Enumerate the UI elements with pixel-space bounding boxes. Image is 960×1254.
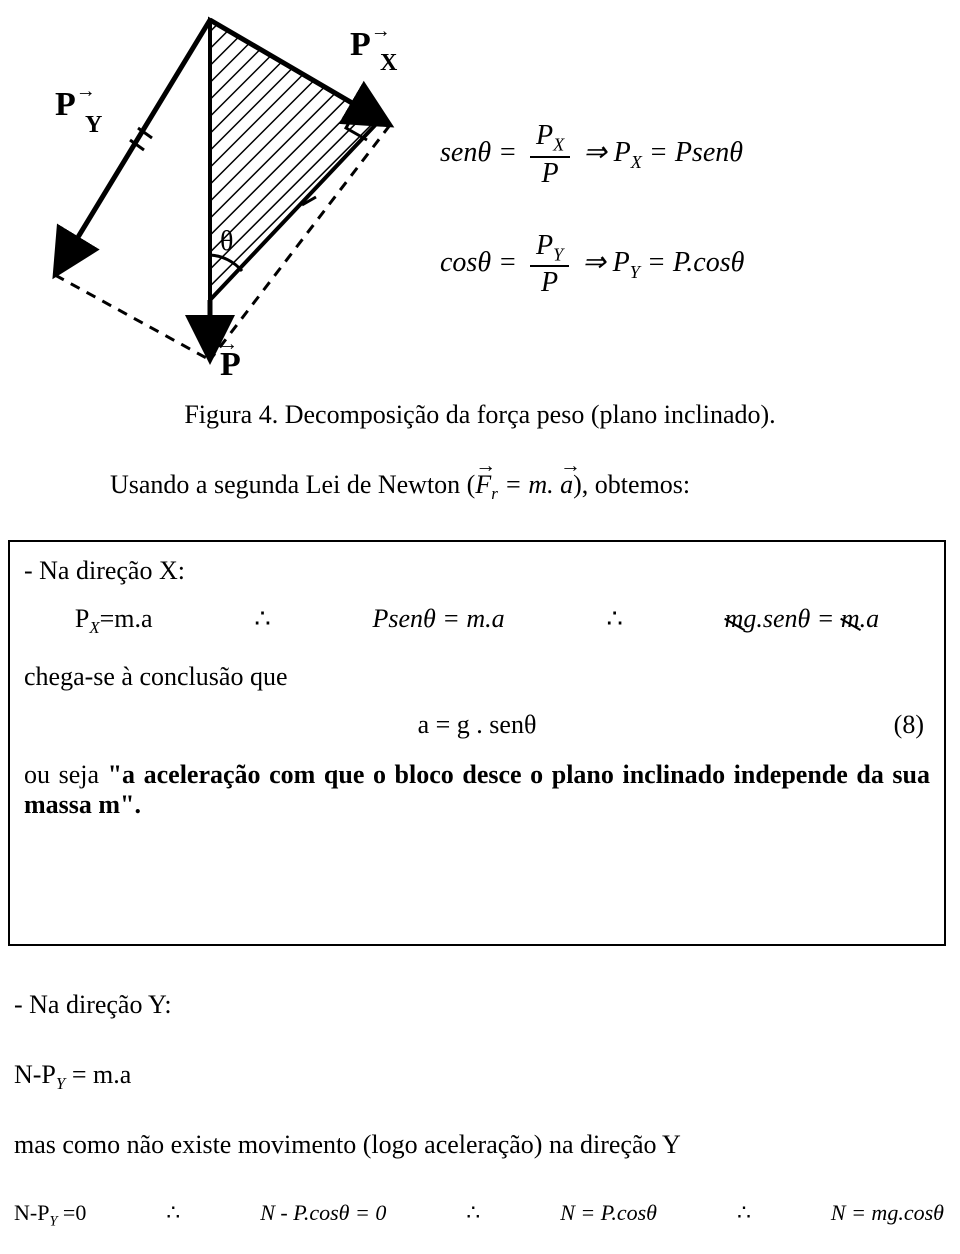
- conclusion-bold: ou seja "a aceleração com que o bloco de…: [24, 760, 930, 820]
- mg-sen-eq-ma: mg.senθ = m.a: [725, 604, 880, 634]
- n-eq-mgcos: N = mg.cosθ: [831, 1200, 944, 1226]
- newton-second-law-text: Usando a segunda Lei de Newton (Fr = m. …: [110, 470, 940, 504]
- inclined-plane-diagram: P→ X P→ Y θ P →: [20, 0, 420, 380]
- eq-cos-left: cosθ =: [440, 247, 517, 278]
- n-pcos-eq-0: N - P.cosθ = 0: [260, 1200, 386, 1226]
- eq-sin-left: senθ =: [440, 137, 517, 168]
- dir-y-title: - Na direção Y:: [14, 990, 944, 1020]
- page: P→ X P→ Y θ P → senθ = PX P ⇒ PX = Psenθ: [0, 0, 960, 1254]
- eq-cos-frac: PY P: [530, 230, 569, 300]
- therefore-4: ∴: [466, 1200, 480, 1226]
- figure-caption: Figura 4. Decomposição da força peso (pl…: [0, 400, 960, 430]
- n-eq-pcos: N = P.cosθ: [560, 1200, 657, 1226]
- eq-sin: senθ = PX P ⇒ PX = Psenθ: [440, 120, 940, 190]
- eq-8-number: (8): [894, 710, 924, 740]
- dir-x-math-row: PX=m.a ∴ Psenθ = m.a ∴ mg.senθ = m.a: [24, 604, 930, 638]
- dir-y-note: mas como não existe movimento (logo acel…: [14, 1130, 944, 1160]
- svg-text:θ: θ: [220, 226, 233, 257]
- eq-cos: cosθ = PY P ⇒ PY = P.cosθ: [440, 230, 940, 300]
- dir-y-eq: N-PY = m.a: [14, 1060, 944, 1094]
- figure-row: P→ X P→ Y θ P → senθ = PX P ⇒ PX = Psenθ: [0, 0, 960, 380]
- svg-text:Y: Y: [85, 112, 102, 138]
- therefore-2: ∴: [606, 604, 623, 634]
- svg-text:X: X: [380, 50, 398, 76]
- dir-y-math-row: N-PY =0 ∴ N - P.cosθ = 0 ∴ N = P.cosθ ∴ …: [14, 1200, 944, 1230]
- npy-eq-0: N-PY =0: [14, 1200, 86, 1230]
- derivation-x-box: - Na direção X: PX=m.a ∴ Psenθ = m.a ∴ m…: [8, 540, 946, 946]
- therefore-5: ∴: [737, 1200, 751, 1226]
- psen-eq-ma: Psenθ = m.a: [373, 604, 505, 634]
- figure-equations: senθ = PX P ⇒ PX = Psenθ cosθ = PY P ⇒ P…: [440, 120, 940, 339]
- eq-sin-frac: PX P: [530, 120, 570, 190]
- dir-x-title: - Na direção X:: [24, 556, 930, 586]
- therefore-1: ∴: [254, 604, 271, 634]
- px-eq-ma: PX=m.a: [75, 604, 153, 638]
- conclusion-intro: chega-se à conclusão que: [24, 662, 930, 692]
- eq-8: a = g . senθ (8): [24, 710, 930, 740]
- svg-text:→: →: [218, 333, 238, 355]
- therefore-3: ∴: [166, 1200, 180, 1226]
